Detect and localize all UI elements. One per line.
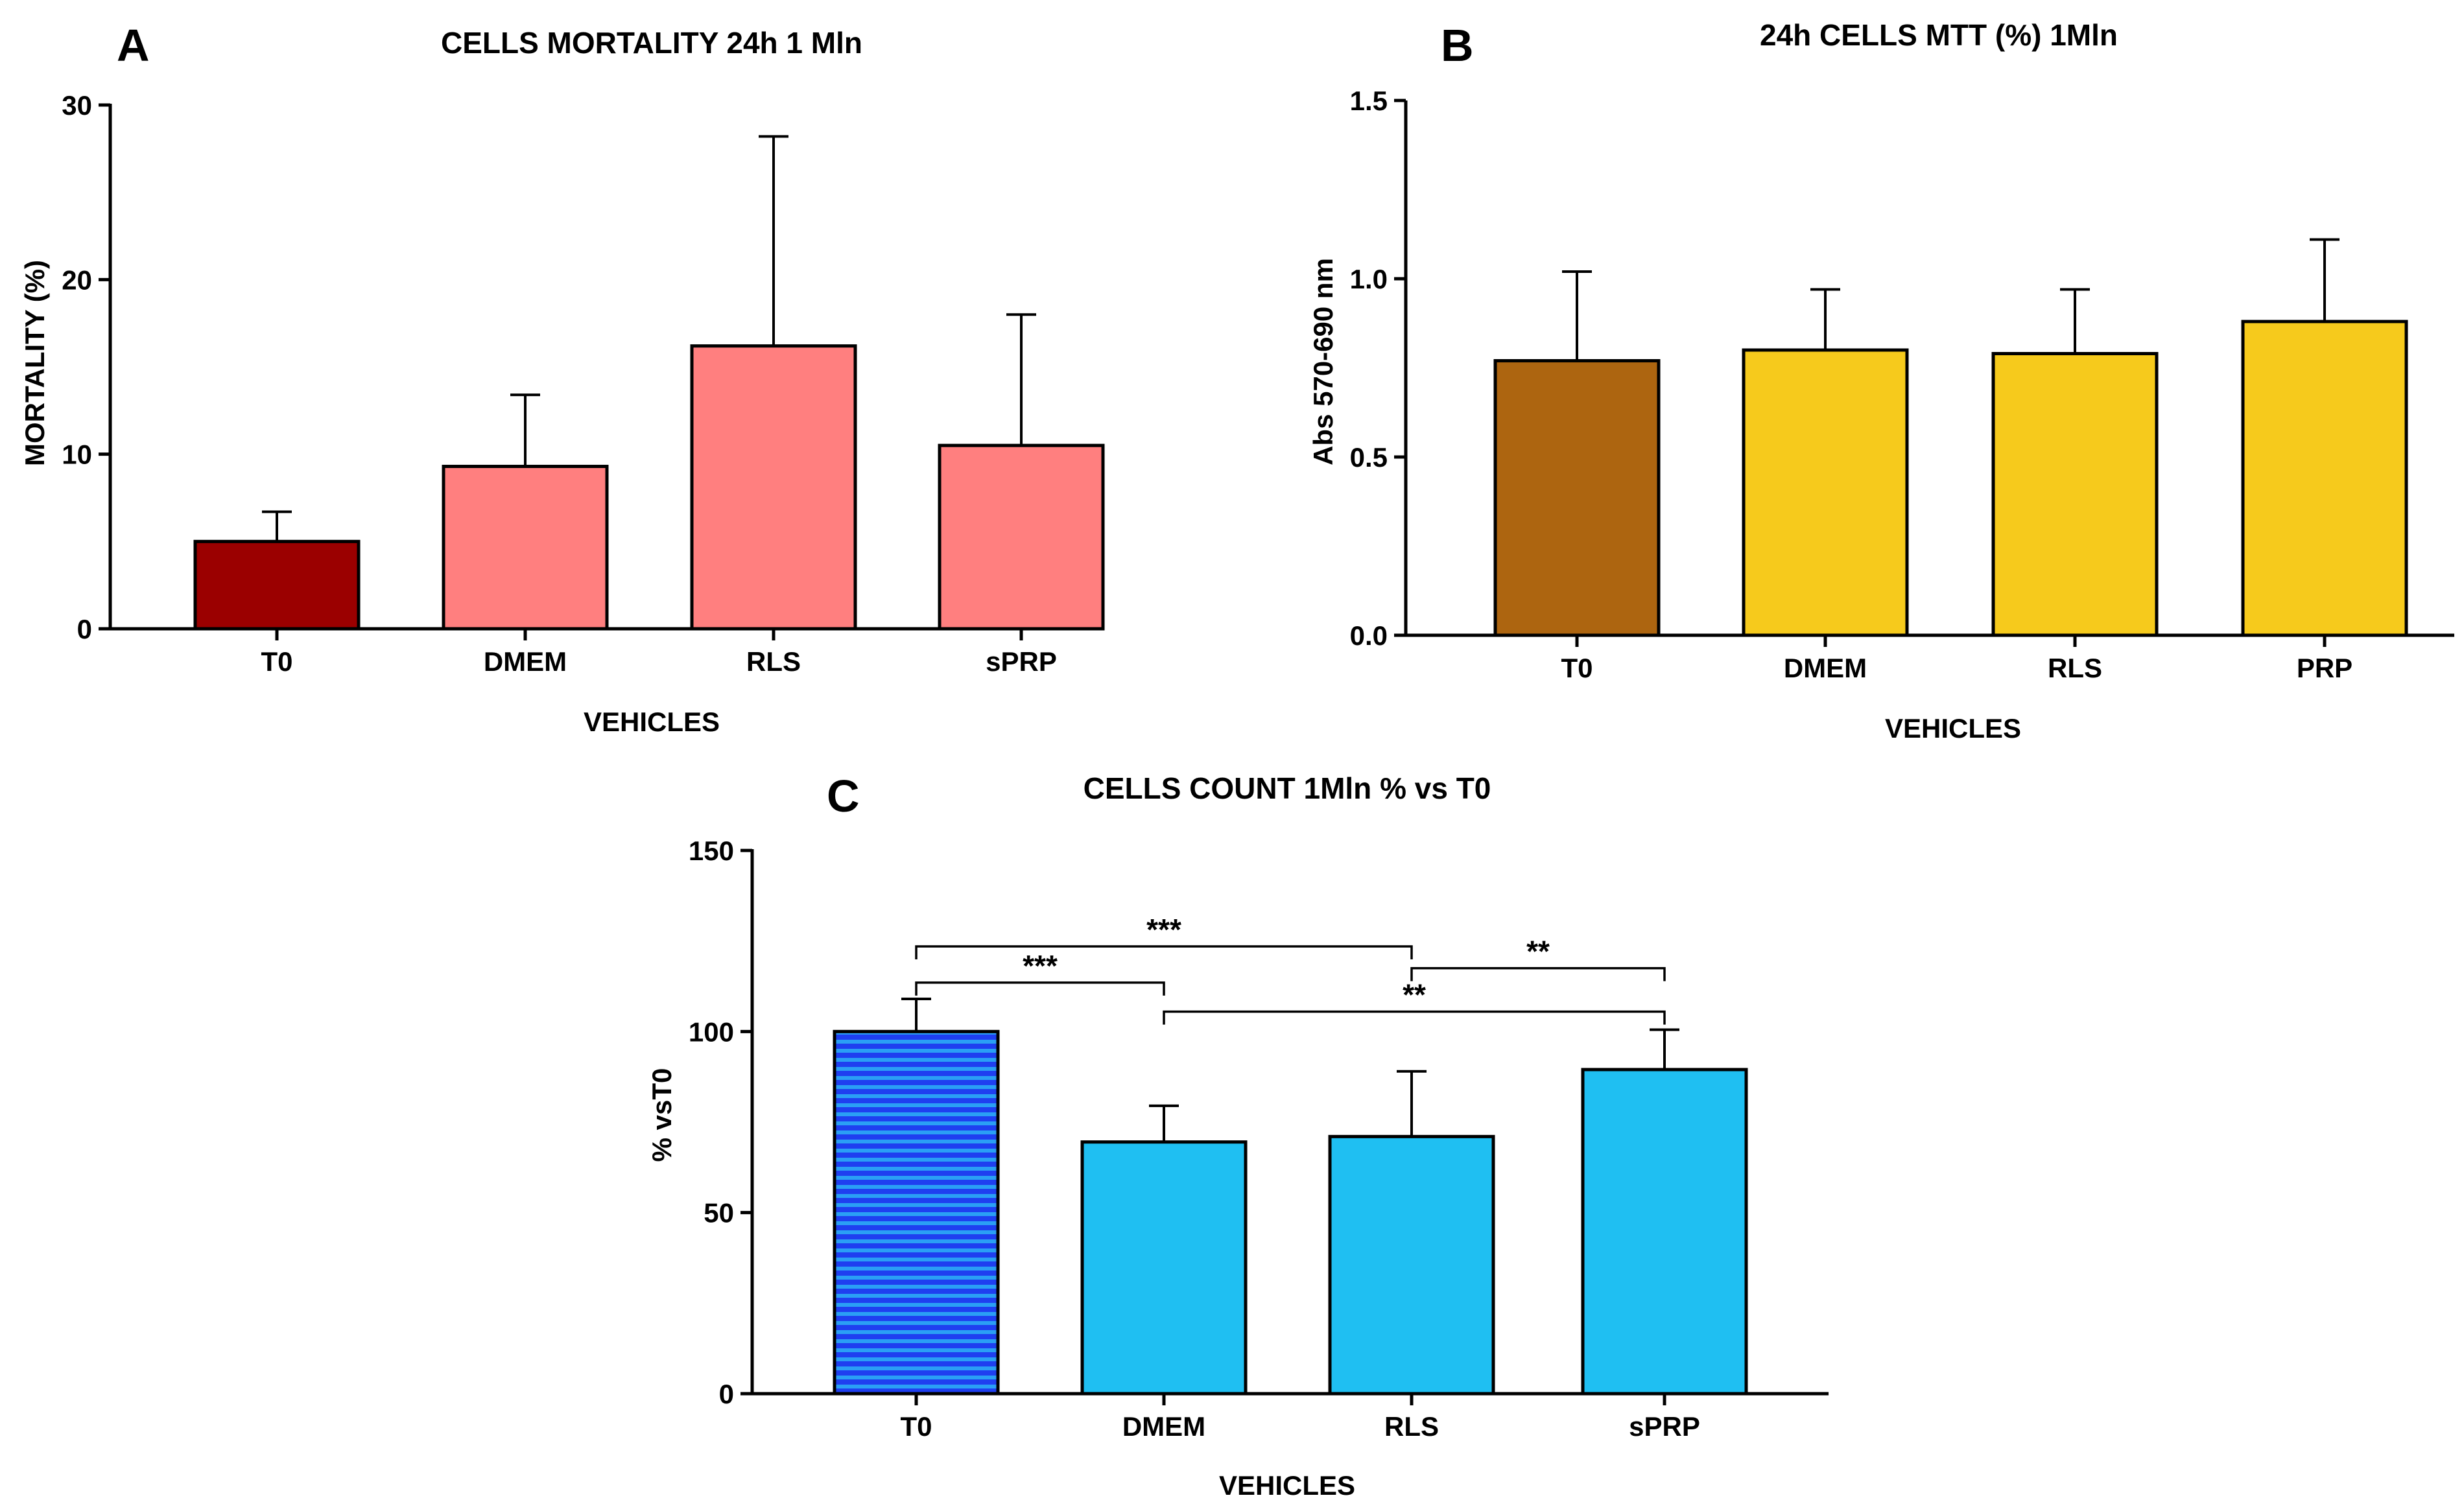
panel-a-chart: A CELLS MORTALITY 24h 1 Mln MORTALITY (%… [19, 20, 1105, 737]
panel-c-ylabel: % vsT0 [646, 1068, 677, 1162]
panel-b-chart: B 24h CELLS MTT (%) 1Mln Abs 570-690 nm … [1308, 18, 2454, 744]
panel-a-ytick-label: 20 [62, 264, 92, 295]
panel-c-bars [833, 998, 1748, 1396]
panel-b-bar-prp [2241, 320, 2408, 637]
panel-c-bar-t0 [833, 1029, 1000, 1396]
panel-c-bar-rls [1328, 1134, 1495, 1396]
panel-a-ytick-label: 0 [77, 614, 92, 644]
panel-c-xtick-label: T0 [900, 1411, 932, 1442]
panel-c-significance-bracket [915, 945, 1413, 960]
panel-b-xtick-label: RLS [2048, 653, 2102, 683]
panel-b-xlabel: VEHICLES [1885, 713, 2021, 744]
panel-c-ytick-label: 50 [704, 1198, 734, 1228]
panel-b-bar-t0 [1493, 359, 1661, 637]
panel-a-title: CELLS MORTALITY 24h 1 Mln [441, 26, 862, 60]
panel-c-significance-label: ** [1403, 978, 1426, 1012]
panel-a-xlabel: VEHICLES [584, 707, 720, 737]
panel-a-bars [193, 135, 1105, 631]
panel-c-xtick-label: sPRP [1629, 1411, 1700, 1442]
panel-a-letter: A [117, 20, 150, 71]
panel-c-letter: C [827, 771, 860, 821]
panel-c-significance-label: ** [1526, 935, 1550, 968]
panel-a-y-ticks: 0 10 20 30 T0 DMEM RLS sPRP [62, 90, 1057, 677]
panel-b-y-ticks: 0.0 0.5 1.0 1.5 T0 DMEM RLS PRP [1350, 86, 2353, 683]
panel-c-xtick-label: RLS [1384, 1411, 1439, 1442]
panel-a-bar-t0 [193, 539, 361, 631]
panel-a-xtick-label: sPRP [986, 646, 1057, 677]
panel-c-chart: C CELLS COUNT 1Mln % vs T0 % vsT0 VEHICL… [646, 771, 1829, 1501]
panel-b-ytick-label: 0.0 [1350, 620, 1388, 651]
panel-c-significance-bracket [915, 981, 1165, 996]
panel-a-bar-sprp [938, 443, 1105, 631]
panel-b-axes [1404, 100, 2454, 637]
panel-c-y-ticks: 0 50 100 150 T0 DMEM RLS sPRP [689, 836, 1700, 1442]
panel-c-significance-label: *** [1146, 913, 1181, 946]
panel-a-bar-dmem [442, 465, 609, 631]
panel-a-ytick-label: 10 [62, 439, 92, 470]
panel-a-xtick-label: RLS [746, 646, 801, 677]
panel-c-ytick-label: 100 [689, 1016, 734, 1047]
panel-c-annotations: ****** **** [915, 913, 1666, 1025]
panel-b-ytick-label: 0.5 [1350, 442, 1388, 473]
panel-c-title: CELLS COUNT 1Mln % vs T0 [1084, 771, 1491, 805]
panel-c-bar-dmem [1080, 1140, 1248, 1396]
panel-b-xtick-label: PRP [2297, 653, 2352, 683]
panel-b-ytick-label: 1.0 [1350, 264, 1388, 294]
panel-c-significance-bracket [1410, 966, 1666, 981]
panel-b-xtick-label: DMEM [1784, 653, 1867, 683]
panel-b-ylabel: Abs 570-690 nm [1308, 258, 1338, 465]
panel-b-bar-dmem [1742, 348, 1909, 637]
panel-c-xtick-label: DMEM [1122, 1411, 1205, 1442]
panel-b-bars [1493, 238, 2408, 637]
panel-b-title: 24h CELLS MTT (%) 1Mln [1760, 18, 2118, 52]
panel-a-ylabel: MORTALITY (%) [19, 260, 50, 466]
panel-a-xtick-label: T0 [261, 646, 292, 677]
panel-b-xtick-label: T0 [1561, 653, 1593, 683]
panel-b-letter: B [1441, 20, 1474, 71]
panel-c-significance-bracket [1163, 1010, 1666, 1025]
panel-c-significance-label: *** [1023, 949, 1058, 983]
panel-a-bar-rls [690, 344, 857, 631]
panel-c-xlabel: VEHICLES [1219, 1470, 1355, 1501]
panel-c-ytick-label: 0 [719, 1379, 734, 1409]
panel-c-ytick-label: 150 [689, 836, 734, 866]
panel-c-axes [750, 849, 1829, 1396]
panel-b-bar-rls [1991, 352, 2159, 637]
panel-a-ytick-label: 30 [62, 90, 92, 121]
panel-a-axes [108, 104, 1102, 631]
panel-b-ytick-label: 1.5 [1350, 86, 1388, 116]
panel-a-xtick-label: DMEM [484, 646, 567, 677]
panel-c-bar-sprp [1581, 1068, 1748, 1396]
